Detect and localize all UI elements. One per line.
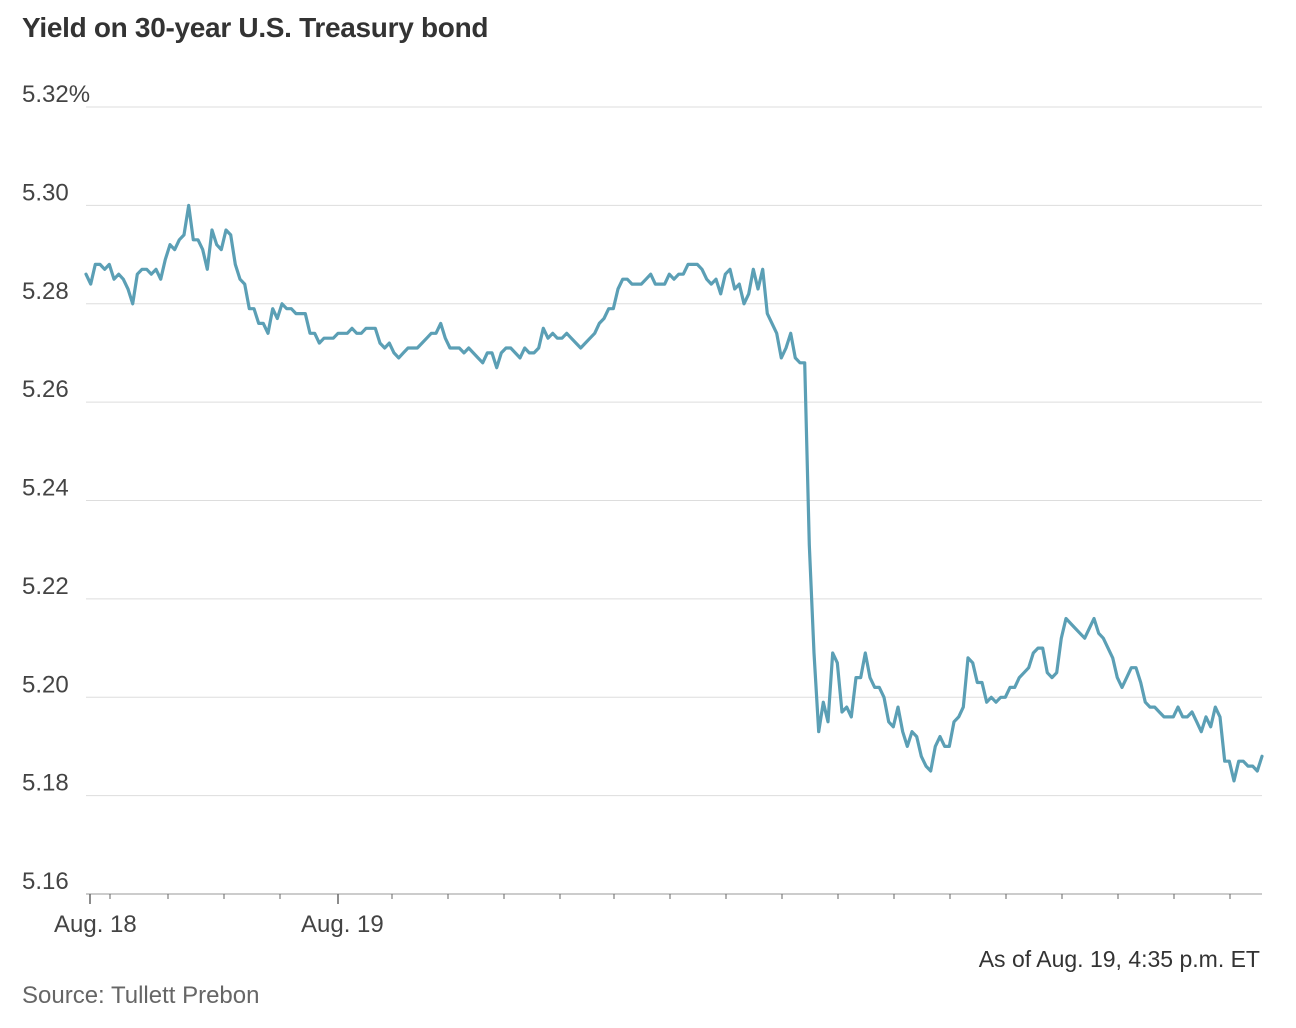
- y-tick-label: 5.26: [22, 376, 69, 403]
- y-tick-label: 5.32%: [22, 81, 90, 108]
- x-tick-label: Aug. 19: [301, 911, 384, 938]
- y-tick-label: 5.28: [22, 278, 69, 305]
- y-tick-label: 5.20: [22, 671, 69, 698]
- source-note: Source: Tullett Prebon: [22, 982, 260, 1009]
- y-tick-label: 5.30: [22, 179, 69, 206]
- x-axis-ticks: [89, 894, 1231, 904]
- y-tick-label: 5.22: [22, 573, 69, 600]
- x-tick-label: Aug. 18: [54, 911, 137, 938]
- y-tick-label: 5.24: [22, 475, 69, 502]
- chart-title: Yield on 30-year U.S. Treasury bond: [22, 12, 489, 43]
- as-of-note: As of Aug. 19, 4:35 p.m. ET: [978, 946, 1260, 972]
- gridlines: [86, 106, 1262, 797]
- y-tick-label: 5.16: [22, 868, 69, 895]
- series-line: [84, 203, 1264, 783]
- y-tick-label: 5.18: [22, 770, 69, 797]
- y-axis-labels: 5.32% 5.30 5.28 5.26 5.24 5.22 5.20 5.18 5.16: [22, 81, 90, 895]
- x-axis-labels: Aug. 18 Aug. 19: [54, 911, 384, 938]
